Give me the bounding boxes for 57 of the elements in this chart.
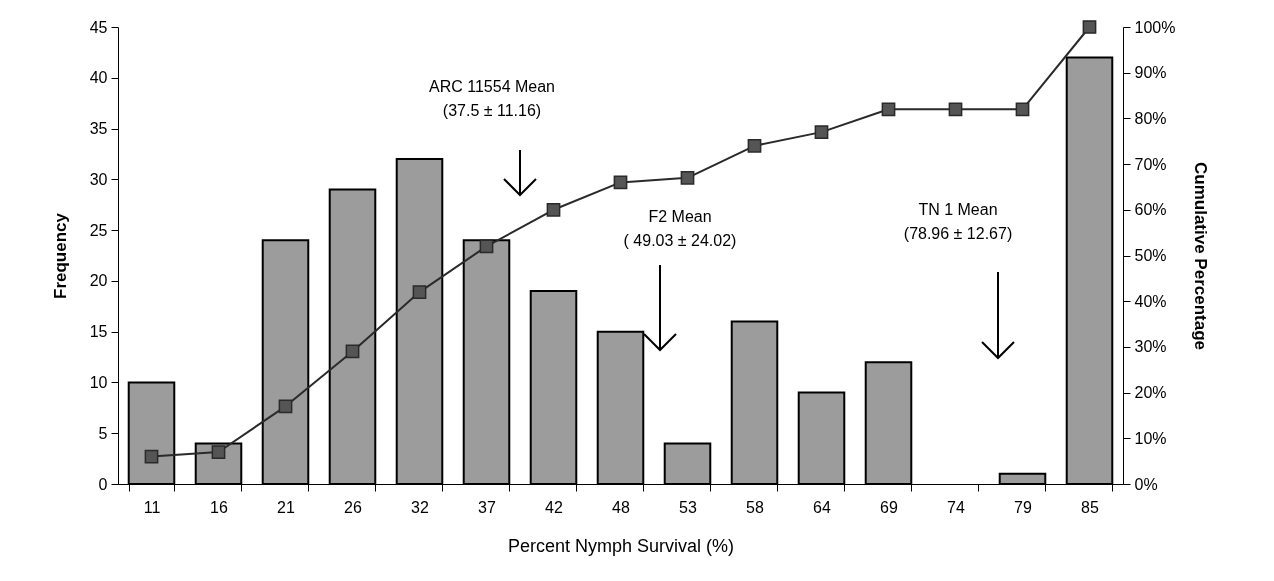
y2-tick-label: 100% — [1134, 18, 1176, 36]
y2-tick-label: 90% — [1134, 64, 1167, 82]
x-tick-label: 64 — [813, 498, 831, 516]
y-tick-label: 30 — [89, 170, 108, 188]
annotation: F2 Mean ( 49.03 ± 24.02) — [623, 207, 737, 251]
annotation: ARC 11554 Mean (37.5 ± 11.16) — [429, 77, 555, 121]
y2-tick-label: 40% — [1134, 292, 1167, 310]
point — [278, 399, 293, 414]
annotation: TN 1 Mean (78.96 ± 12.67) — [903, 200, 1013, 244]
x-tick-label: 48 — [612, 498, 630, 516]
x-tick-label: 21 — [277, 498, 295, 516]
y-tick-label: 45 — [89, 18, 108, 36]
point — [881, 102, 896, 117]
y2-tick-label: 0% — [1134, 475, 1158, 493]
point — [814, 125, 829, 139]
point — [613, 175, 628, 190]
y-tick-label: 35 — [89, 120, 108, 138]
point — [479, 239, 494, 254]
x-tick-label: 69 — [880, 498, 898, 516]
x-tick-label: 16 — [210, 498, 228, 516]
x-tick-label: 11 — [143, 498, 161, 516]
y-tick-label: 10 — [89, 373, 108, 391]
point — [680, 170, 695, 185]
point — [1015, 102, 1030, 117]
point — [546, 202, 561, 217]
point — [211, 445, 226, 459]
x-tick-label: 26 — [344, 498, 362, 516]
x-tick-label: 53 — [679, 498, 697, 516]
y2-axis-title: Cumulative Percentage — [1191, 161, 1211, 351]
y2-tick-label: 30% — [1134, 338, 1167, 356]
x-tick-label: 37 — [478, 498, 496, 516]
y2-tick-label: 60% — [1134, 201, 1167, 219]
x-tick-label: 79 — [1014, 498, 1032, 516]
point — [747, 138, 762, 153]
point — [412, 285, 427, 299]
y-axis-title: Frequency — [50, 212, 70, 299]
point — [144, 449, 159, 464]
y-tick-label: 40 — [89, 69, 108, 87]
point — [345, 344, 360, 359]
x-tick-label: 74 — [947, 498, 965, 516]
y-tick-label: 20 — [89, 272, 108, 290]
point — [948, 102, 963, 117]
x-tick-label: 42 — [545, 498, 563, 516]
y2-tick-label: 10% — [1134, 429, 1167, 447]
y-tick-label: 25 — [89, 221, 108, 239]
y-tick-label: 15 — [89, 323, 108, 341]
x-tick-label: 32 — [411, 498, 429, 516]
y2-tick-label: 70% — [1134, 155, 1167, 173]
x-tick-label: 85 — [1081, 498, 1099, 516]
y-tick-label: 0 — [98, 475, 108, 493]
x-axis-title: Percent Nymph Survival (%) — [507, 535, 735, 556]
y2-tick-label: 20% — [1134, 384, 1167, 402]
y-tick-label: 5 — [98, 424, 108, 442]
y2-tick-label: 50% — [1134, 247, 1167, 264]
x-tick-label: 58 — [746, 498, 764, 516]
point — [1082, 20, 1097, 34]
y2-tick-label: 80% — [1134, 109, 1167, 127]
